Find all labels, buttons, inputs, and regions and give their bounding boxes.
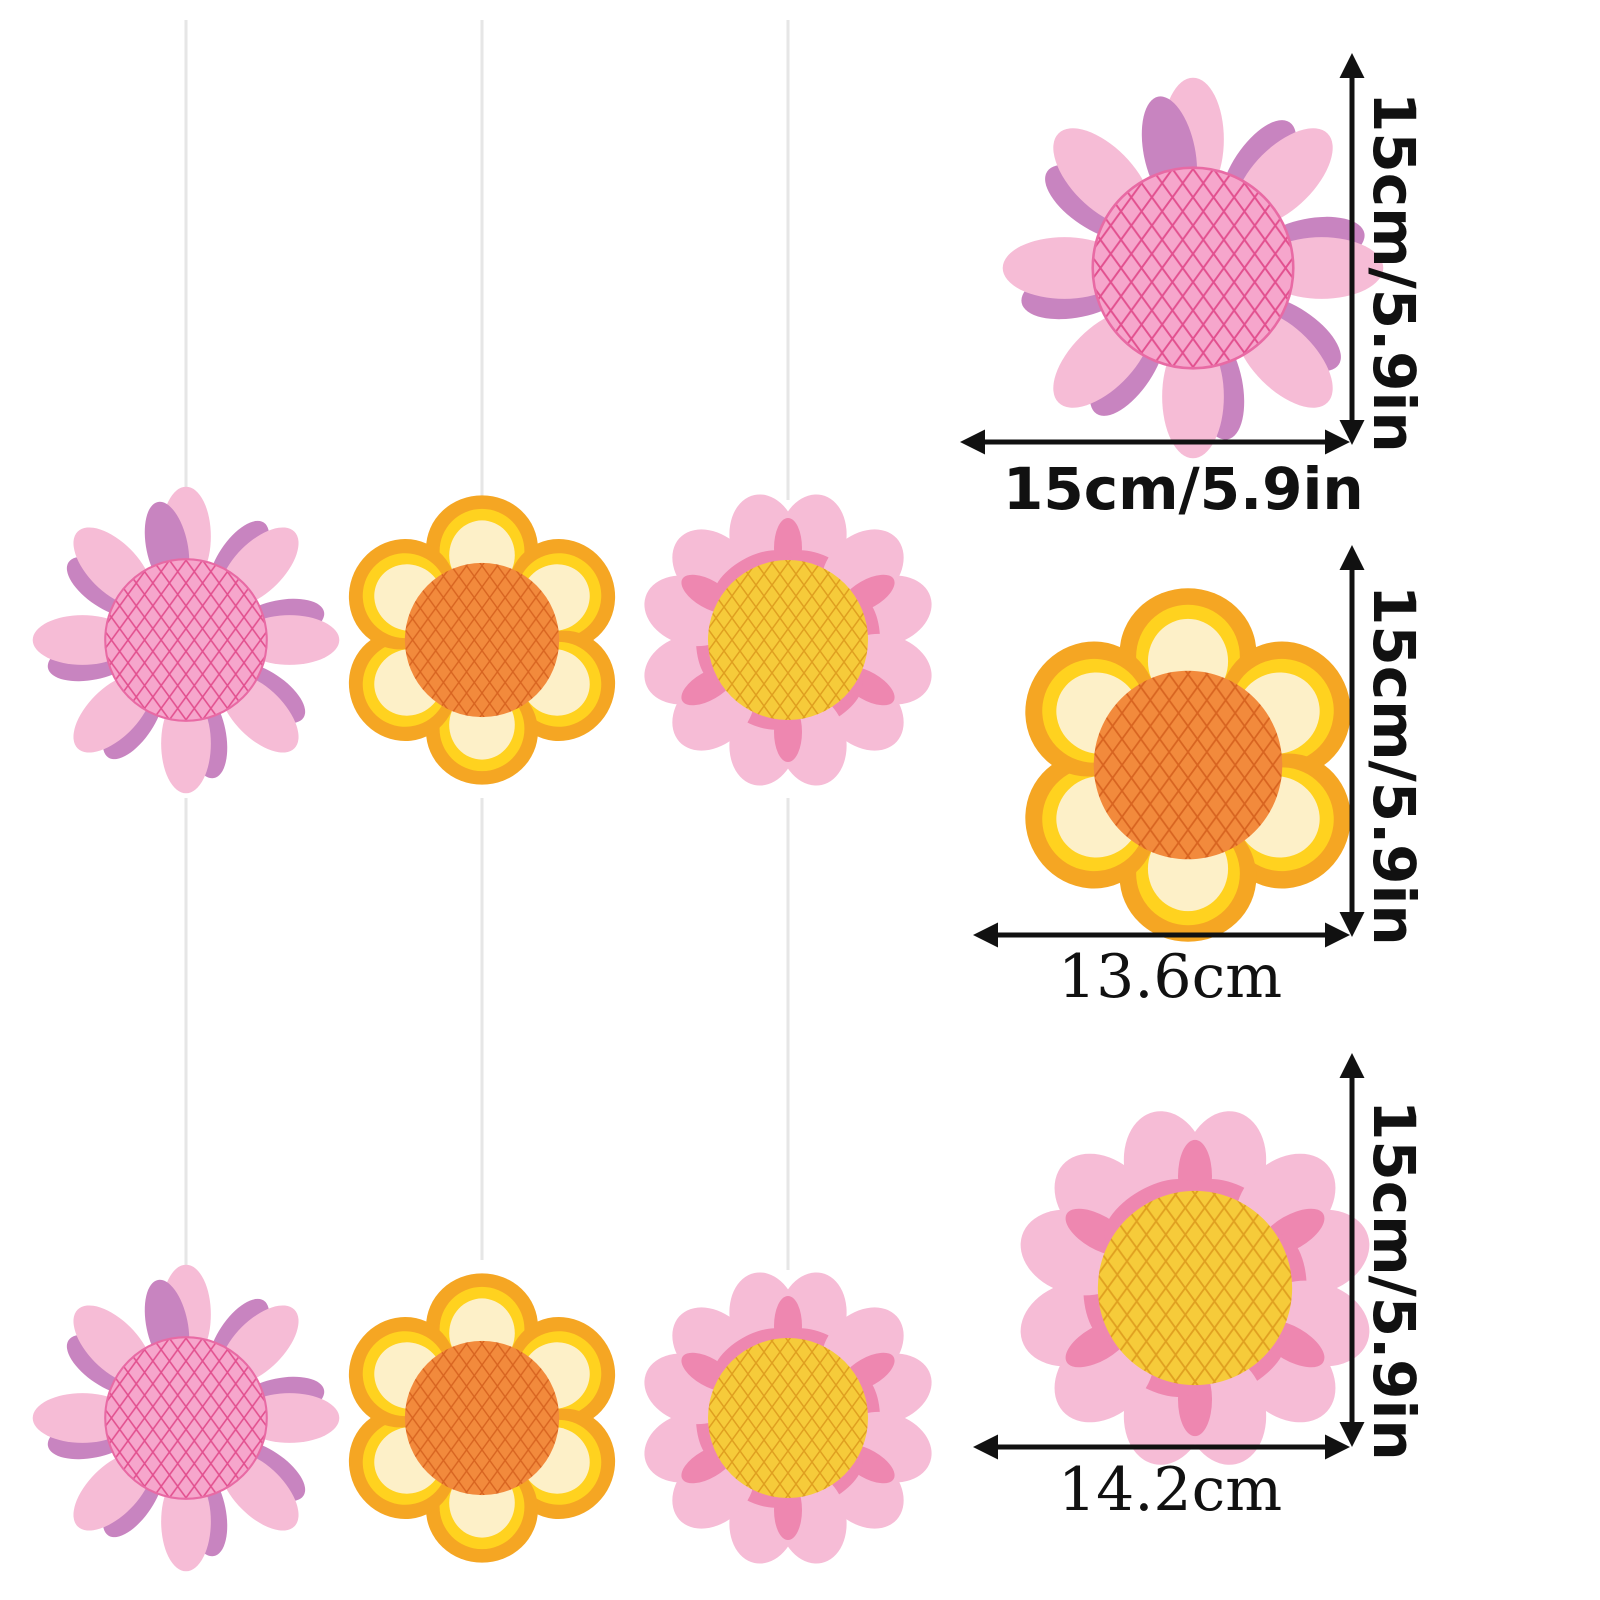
width-label-1: 15cm/5.9in [1003, 455, 1364, 523]
width-label-3: 14.2cm [1058, 1455, 1283, 1525]
pink-daisy-honeycomb-flower [31, 1263, 341, 1573]
pink-daisy-honeycomb-flower [1001, 76, 1385, 460]
height-label-3: 15cm/5.9in [1360, 1100, 1428, 1461]
height-label-2: 15cm/5.9in [1360, 585, 1428, 946]
pink-yellow-honeycomb-flower [984, 1103, 1406, 1473]
orange-honeycomb-flower [328, 495, 636, 785]
width-label-2: 13.6cm [1058, 942, 1283, 1012]
height-label-1: 15cm/5.9in [1360, 92, 1428, 453]
pink-yellow-honeycomb-flower [614, 487, 962, 793]
pink-yellow-honeycomb-flower [614, 1265, 962, 1571]
dimension-arrows [960, 53, 1365, 1460]
pink-daisy-honeycomb-flower [31, 485, 341, 795]
orange-honeycomb-flower [1000, 588, 1376, 942]
orange-honeycomb-flower [328, 1273, 636, 1563]
